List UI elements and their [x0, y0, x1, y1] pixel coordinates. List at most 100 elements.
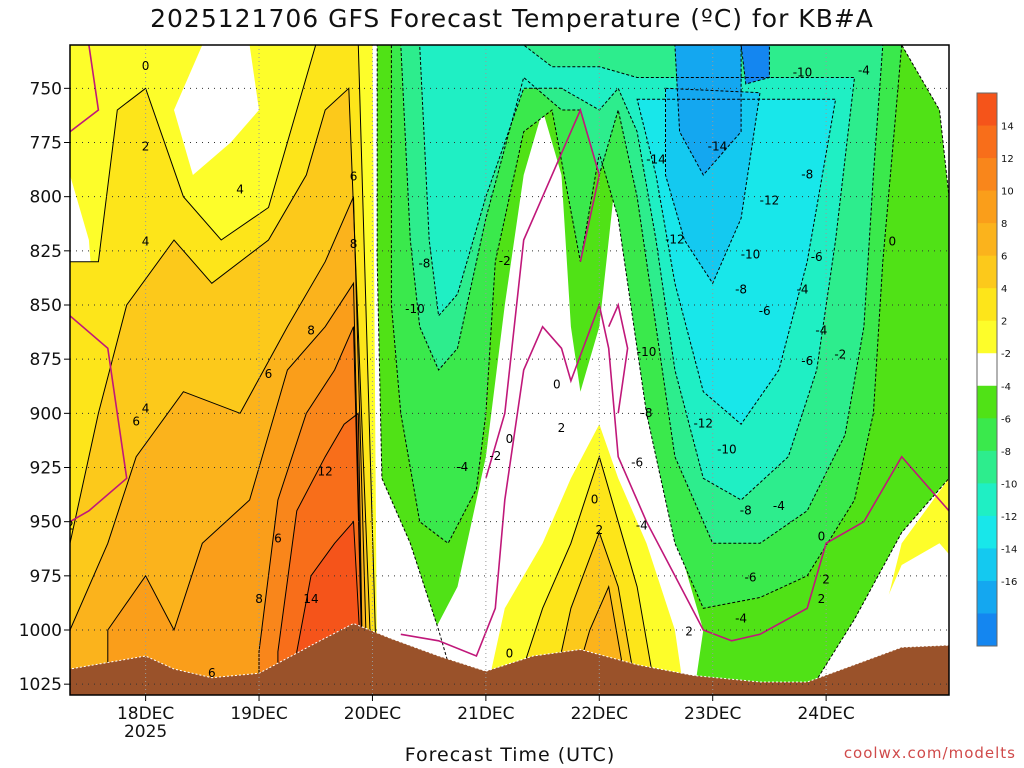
y-tick-label: 750: [30, 79, 62, 99]
y-tick-label: 950: [30, 513, 62, 533]
contour-label: -6: [631, 456, 643, 470]
colorbar-tick-label: 6: [1001, 252, 1007, 263]
y-tick-label: 875: [30, 350, 62, 370]
colorbar-tick-label: 4: [1001, 284, 1007, 295]
colorbar-frame: [976, 92, 998, 647]
contour-label: 6: [274, 532, 282, 546]
contour-label: 2: [822, 573, 830, 587]
x-axis-title: Forecast Time (UTC): [404, 744, 616, 766]
contour-label: 0: [818, 529, 826, 543]
contour-label: -4: [636, 519, 648, 533]
contour-line: [258, 326, 364, 695]
contour-label: -6: [801, 354, 813, 368]
contour-line: [376, 45, 949, 695]
contour-label: 8: [255, 592, 263, 606]
contour-label: -10: [793, 66, 813, 80]
colorbar-swatch: [977, 385, 997, 419]
colorbar-swatch: [977, 190, 997, 224]
contour-label: -12: [693, 417, 713, 431]
colorbar-swatch: [977, 515, 997, 549]
contour-label: -14: [646, 152, 666, 166]
colorbar-tick-label: 8: [1001, 219, 1007, 230]
colorbar-swatch: [977, 320, 997, 354]
colorbar-swatch: [977, 93, 997, 127]
contour-label: -4: [797, 282, 809, 296]
plot-frame: [69, 44, 950, 696]
contour-label: -4: [773, 499, 785, 513]
contour-line: [70, 45, 378, 695]
contour-label: -8: [641, 406, 653, 420]
y-tick-label: 975: [30, 567, 62, 587]
contour-label: -6: [811, 250, 823, 264]
y-tick-label: 800: [30, 188, 62, 208]
contour-label: 2: [66, 519, 74, 533]
terrain-surface: [70, 622, 949, 695]
contour-label: 0: [506, 646, 514, 660]
colorbar-tick-label: -6: [1001, 414, 1011, 425]
contour-label: 14: [303, 592, 318, 606]
colorbar-swatch: [977, 450, 997, 484]
contour-label: 0: [888, 235, 896, 249]
y-tick-label: 775: [30, 134, 62, 154]
contour-label: -12: [760, 194, 780, 208]
x-tick-label: 23DEC: [684, 704, 741, 724]
contour-label: 6: [208, 666, 216, 680]
colorbar-tick-label: -16: [1001, 577, 1017, 588]
colorbar-tick-label: -10: [1001, 479, 1017, 490]
colorbar-tick-label: -8: [1001, 447, 1011, 458]
temperature-fill-layer: [70, 45, 949, 695]
x-tick-label: 19DEC: [230, 704, 287, 724]
contour-label: -2: [499, 254, 511, 268]
contour-line: [740, 45, 770, 85]
contour-label: -10: [637, 345, 657, 359]
contour-label: 12: [318, 464, 333, 478]
contour-line: [674, 45, 742, 176]
y-tick-label: 1025: [19, 675, 62, 695]
contour-label: 6: [265, 367, 273, 381]
contour-label: -10: [741, 248, 761, 262]
x-tick-label: 22DEC: [571, 704, 628, 724]
contour-label: 4: [142, 235, 150, 249]
colorbar-swatch: [977, 418, 997, 452]
contour-line: [551, 531, 638, 695]
contour-line: [70, 196, 369, 695]
contour-line: [390, 45, 903, 609]
colorbar-tick-label: 2: [1001, 317, 1007, 328]
credit-link[interactable]: coolwx.com/modelts: [843, 744, 1016, 762]
contour-label: -6: [745, 571, 757, 585]
colorbar-swatch: [977, 483, 997, 517]
contour-label: -8: [740, 503, 752, 517]
contour-label: 0: [142, 59, 150, 73]
temp-region: [174, 45, 259, 175]
contour-label: 0: [591, 493, 599, 507]
colorbar: 14 12 10 8 6 4 2 -2 -4 -6 -8 -10 -12 -14 -16: [976, 92, 1017, 647]
contour-label: -8: [735, 282, 747, 296]
contour-label: -2: [834, 347, 846, 361]
colorbar-tick-label: -14: [1001, 544, 1017, 555]
zero-isotherm: [70, 45, 100, 133]
colorbar-swatch: [977, 580, 997, 614]
colorbar-swatch: [977, 613, 997, 647]
contour-line: [107, 281, 364, 695]
contour-label: 6: [132, 415, 140, 429]
colorbar-swatch: [977, 158, 997, 192]
contour-label: 2: [142, 139, 150, 153]
colorbar-tick-label: 10: [1001, 187, 1014, 198]
contour-label: -8: [418, 256, 430, 270]
x-tick-sublabel: 2025: [124, 722, 167, 742]
zero-isotherm: [70, 315, 128, 523]
contour-label: -14: [708, 139, 728, 153]
zero-contour-layer: [70, 45, 949, 658]
zero-isotherm: [400, 302, 949, 658]
contour-label: 2: [818, 592, 826, 606]
contour-label: 0: [506, 432, 514, 446]
colorbar-tick-label: -4: [1001, 382, 1011, 393]
contour-label: 8: [350, 237, 358, 251]
contour-label: 2: [595, 523, 603, 537]
colorbar-swatch: [977, 548, 997, 582]
contour-line: [70, 87, 374, 695]
contour-line: [277, 412, 364, 695]
contour-label: 2: [685, 625, 693, 639]
zero-isotherm: [485, 107, 601, 479]
